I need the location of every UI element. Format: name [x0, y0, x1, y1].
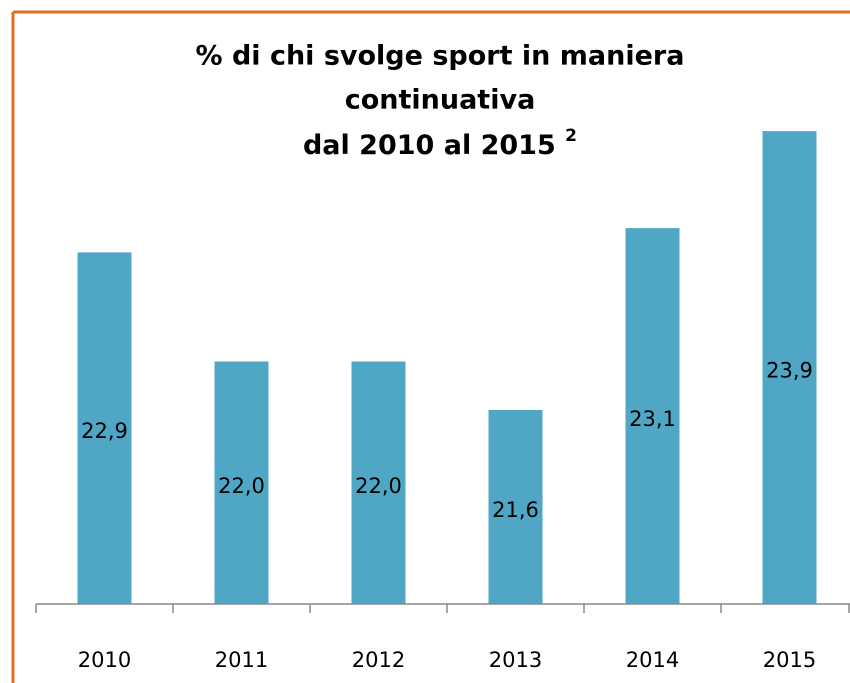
value-label: 22,0	[218, 474, 265, 498]
bar	[77, 252, 132, 604]
x-tick-label: 2011	[215, 648, 268, 672]
x-tick-label: 2010	[78, 648, 131, 672]
title-superscript: 2	[565, 126, 577, 146]
chart-title: dal 2010 al 2015	[303, 130, 556, 161]
x-tick-label: 2014	[626, 648, 679, 672]
value-label: 23,9	[766, 359, 813, 383]
chart-title: % di chi svolge sport in maniera	[196, 41, 685, 72]
bar	[214, 361, 269, 604]
chart-title: continuativa	[345, 85, 536, 116]
bar	[762, 131, 817, 604]
chart-title: dal 2010 al 2015 2	[303, 126, 577, 161]
x-tick-label: 2012	[352, 648, 405, 672]
x-tick-label: 2013	[489, 648, 542, 672]
x-tick-label: 2015	[763, 648, 816, 672]
value-label: 21,6	[492, 498, 539, 522]
value-label: 22,9	[81, 419, 128, 443]
value-label: 23,1	[629, 407, 676, 431]
value-label: 22,0	[355, 474, 402, 498]
bar	[625, 228, 680, 604]
bar	[488, 410, 543, 604]
bar	[351, 361, 406, 604]
